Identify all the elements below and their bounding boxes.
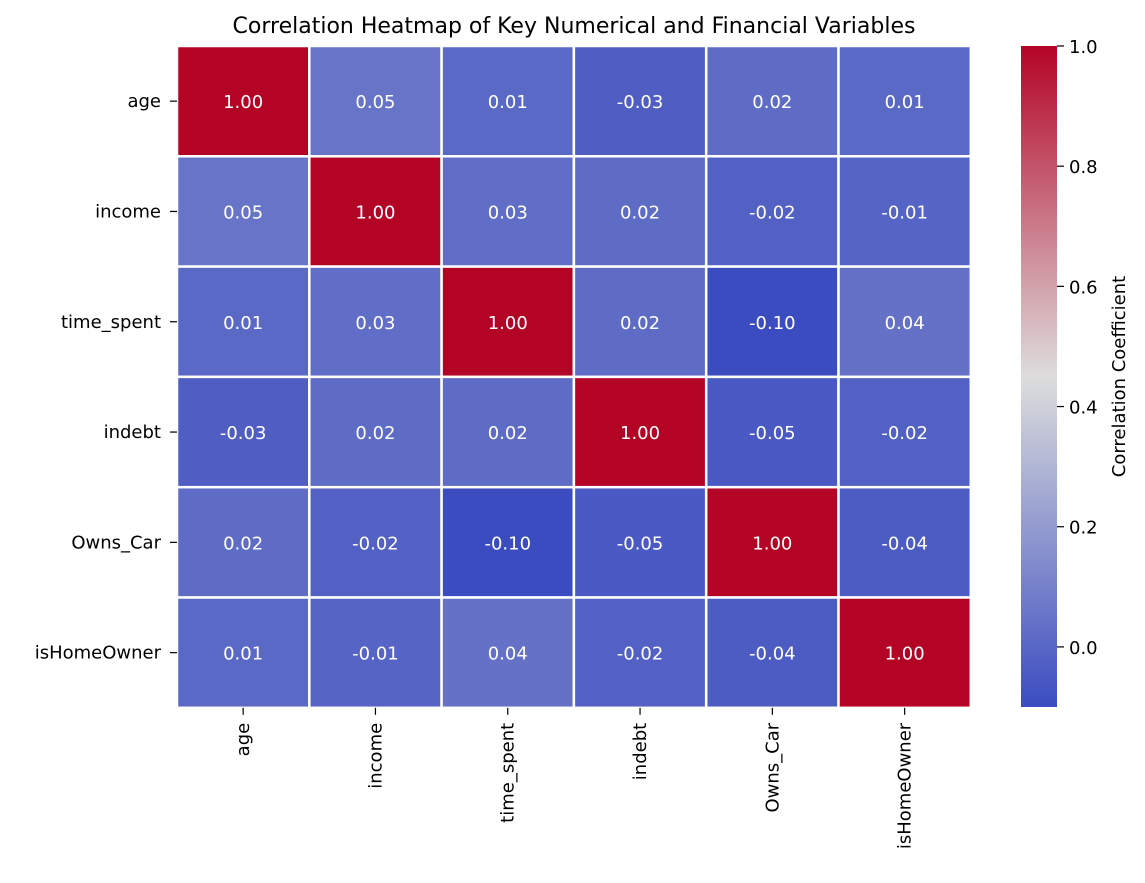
heatmap-cell-income-indebt: [572, 155, 708, 268]
heatmap-cell-isHomeOwner-isHomeOwner: [837, 596, 973, 710]
cell-value-label: -0.05: [617, 533, 664, 554]
cell-value-label: 1.00: [620, 423, 660, 444]
cell-value-label: 0.03: [488, 202, 528, 223]
heatmap-cell-time_spent-Owns_Car: [704, 265, 840, 379]
cell-value-label: -0.01: [352, 644, 399, 665]
colorbar: 0.0 0.2 0.4 0.6 0.8 1.0 Correlation Coefficie…: [1021, 37, 1130, 707]
cell-value-label: 0.01: [223, 644, 263, 665]
heatmap-cell-indebt-time_spent: [440, 375, 576, 489]
cell-value-label: 1.00: [885, 644, 925, 665]
cell-value-label: 0.02: [620, 313, 660, 334]
heatmap-cell-age-income: [308, 44, 443, 158]
cell-value-label: 0.01: [223, 313, 263, 334]
heatmap-cell-income-isHomeOwner: [837, 155, 973, 268]
colorbar-tick-label: 0.2: [1069, 518, 1098, 539]
cell-value-label: -0.04: [749, 644, 796, 665]
cell-value-label: 0.04: [488, 644, 528, 665]
cell-value-label: 0.05: [223, 202, 263, 223]
heatmap-cell-indebt-Owns_Car: [704, 375, 840, 489]
x-tick-label: indebt: [630, 723, 651, 780]
cell-value-label: 1.00: [355, 202, 395, 223]
cell-value-label: 0.02: [620, 202, 660, 223]
cell-value-label: 0.01: [488, 92, 528, 113]
x-tick-label: age: [233, 723, 254, 757]
x-axis-ticks: age income time_spent indebt Owns_Car isHomeO…: [233, 707, 916, 849]
x-tick-label: Owns_Car: [762, 722, 783, 812]
cell-value-label: 0.01: [885, 92, 925, 113]
heatmap-cell-Owns_Car-indebt: [572, 485, 708, 599]
cell-value-label: -0.02: [617, 644, 664, 665]
colorbar-gradient: [1021, 46, 1057, 707]
y-tick-label: income: [95, 201, 161, 222]
y-tick-label: indebt: [104, 422, 161, 443]
colorbar-tick-label: 0.4: [1069, 398, 1098, 419]
colorbar-tick-label: 1.0: [1069, 37, 1098, 58]
heatmap-cell-time_spent-indebt: [572, 265, 708, 379]
heatmap-cell-Owns_Car-Owns_Car: [704, 485, 840, 599]
colorbar-tick-label: 0.8: [1069, 157, 1098, 178]
heatmap-cell-labels: 1.00 0.05 0.01 -0.03 0.02 0.01 0.05 1.00 0.03 0.0…: [220, 92, 928, 665]
cell-value-label: 0.05: [355, 92, 395, 113]
heatmap-cell-Owns_Car-isHomeOwner: [837, 485, 973, 599]
heatmap-cell-income-income: [308, 155, 443, 268]
x-tick-label: time_spent: [498, 723, 519, 823]
heatmap-cells: [175, 44, 973, 710]
cell-value-label: -0.03: [220, 423, 267, 444]
cell-value-label: 0.04: [885, 313, 925, 334]
cell-value-label: -0.04: [881, 533, 928, 554]
heatmap-cell-age-isHomeOwner: [837, 44, 973, 158]
heatmap-cell-time_spent-isHomeOwner: [837, 265, 973, 379]
cell-value-label: 0.02: [752, 92, 792, 113]
y-tick-label: time_spent: [61, 312, 161, 333]
y-tick-label: isHomeOwner: [35, 643, 162, 664]
cell-value-label: -0.10: [484, 533, 531, 554]
colorbar-label: Correlation Coefficient: [1109, 276, 1130, 477]
cell-value-label: -0.02: [881, 423, 928, 444]
heatmap-cell-indebt-income: [308, 375, 443, 489]
cell-value-label: 0.02: [355, 423, 395, 444]
heatmap-cell-indebt-indebt: [572, 375, 708, 489]
colorbar-tick-label: 0.6: [1069, 277, 1098, 298]
heatmap-cell-indebt-age: [175, 375, 311, 489]
x-tick-label: income: [365, 723, 386, 789]
heatmap-cell-indebt-isHomeOwner: [837, 375, 973, 489]
cell-value-label: 1.00: [488, 313, 528, 334]
chart-title: Correlation Heatmap of Key Numerical and…: [233, 14, 916, 39]
heatmap-cell-age-age: [175, 44, 311, 158]
cell-value-label: 1.00: [752, 533, 792, 554]
colorbar-tick-label: 0.0: [1069, 638, 1098, 659]
cell-value-label: 1.00: [223, 92, 263, 113]
cell-value-label: 0.02: [488, 423, 528, 444]
cell-value-label: 0.02: [223, 533, 263, 554]
cell-value-label: -0.02: [352, 533, 399, 554]
cell-value-label: -0.10: [749, 313, 796, 334]
cell-value-label: -0.02: [749, 202, 796, 223]
y-tick-label: age: [127, 91, 161, 112]
heatmap-cell-isHomeOwner-age: [175, 596, 311, 710]
heatmap-cell-age-time_spent: [440, 44, 576, 158]
cell-value-label: -0.01: [881, 202, 928, 223]
y-tick-label: Owns_Car: [71, 532, 161, 553]
heatmap-cell-Owns_Car-time_spent: [440, 485, 576, 599]
colorbar-ticks: 0.0 0.2 0.4 0.6 0.8 1.0: [1057, 37, 1098, 659]
cell-value-label: -0.03: [617, 92, 664, 113]
cell-value-label: 0.03: [355, 313, 395, 334]
cell-value-label: -0.05: [749, 423, 796, 444]
x-tick-label: isHomeOwner: [895, 722, 916, 849]
heatmap-cell-time_spent-income: [308, 265, 443, 379]
